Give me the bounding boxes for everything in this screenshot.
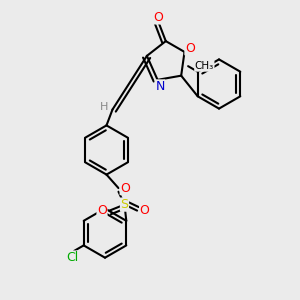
Text: O: O bbox=[120, 182, 130, 195]
Text: S: S bbox=[121, 198, 128, 211]
Text: O: O bbox=[153, 11, 163, 24]
Text: O: O bbox=[140, 204, 149, 217]
Text: Cl: Cl bbox=[67, 251, 79, 264]
Text: CH₃: CH₃ bbox=[195, 61, 214, 71]
Text: O: O bbox=[97, 204, 107, 217]
Text: N: N bbox=[155, 80, 165, 93]
Text: H: H bbox=[100, 102, 108, 112]
Text: O: O bbox=[185, 42, 195, 55]
